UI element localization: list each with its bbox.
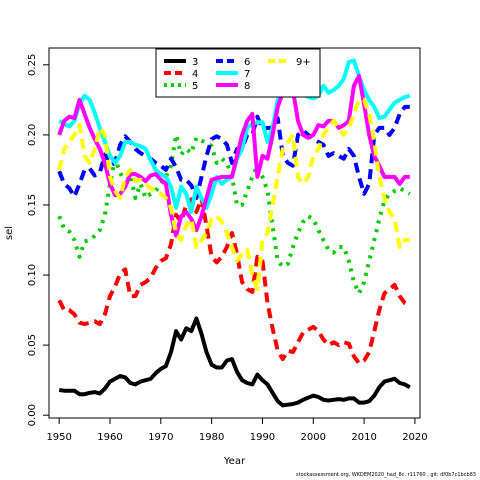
legend-label-4: 4 [192,69,198,80]
x-tick-label: 1970 [148,432,173,443]
series-line-6 [57,104,410,200]
series-line-3 [58,316,411,408]
x-tick-label: 1980 [199,432,224,443]
y-axis-label: sel [4,226,15,240]
series-line-4 [57,196,411,366]
y-tick-label: 0.15 [27,194,38,216]
legend-label-6: 6 [244,57,250,68]
x-axis-label: Year [223,456,246,467]
y-tick-label: 0.00 [27,404,38,426]
series-line-9plus [57,97,410,292]
x-axis: 1950 1960 1970 1980 1990 2000 2010 2020 [46,417,428,443]
y-tick-label: 0.05 [27,334,38,356]
legend-label-7: 7 [244,69,250,80]
footer-credit: stockassessment.org, WKDEM2020_had_8c, r… [296,472,476,478]
x-tick-label: 2010 [351,432,376,443]
y-axis: 0.00 0.05 0.10 0.15 0.20 0.25 [27,54,50,426]
y-tick-label: 0.20 [27,124,38,146]
legend-label-8: 8 [244,81,250,92]
x-tick-label: 1990 [250,432,275,443]
legend-label-5: 5 [192,81,198,92]
legend: 345 678 9+ [155,48,321,98]
x-tick-label: 1960 [97,432,122,443]
series-line-5 [57,132,411,296]
y-tick-label: 0.25 [27,54,38,76]
x-tick-label: 2000 [301,432,326,443]
x-tick-label: 2020 [402,432,427,443]
plot-lines [57,58,411,408]
x-tick-label: 1950 [46,432,71,443]
legend-label-3: 3 [192,57,198,68]
legend-label-9plus: 9+ [296,57,311,68]
y-tick-label: 0.10 [27,264,38,286]
